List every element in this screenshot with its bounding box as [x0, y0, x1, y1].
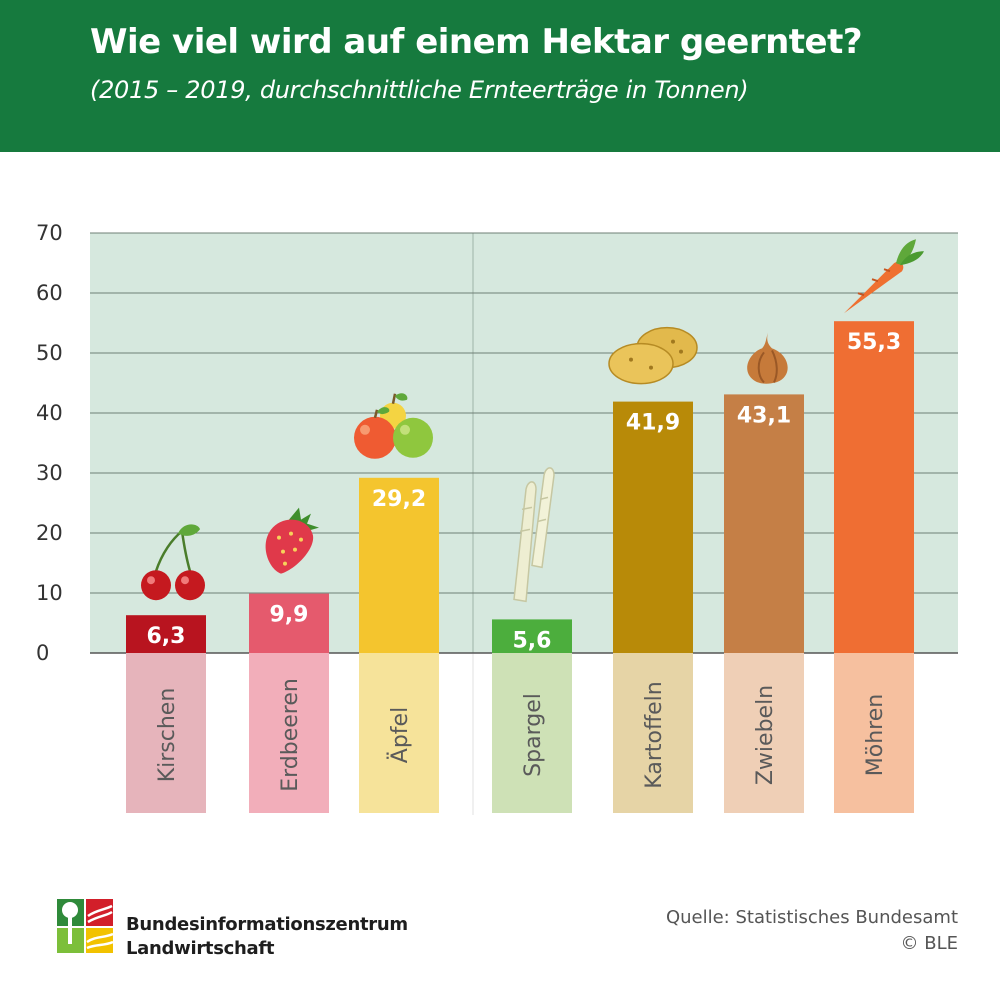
category-label-box: [492, 653, 572, 813]
y-tick-label: 30: [36, 461, 63, 485]
y-tick-label: 60: [36, 281, 63, 305]
organization-name: Bundesinformationszentrum Landwirtschaft: [126, 913, 408, 961]
data-label: 43,1: [737, 403, 791, 428]
copyright-text: © BLE: [900, 933, 958, 954]
x-tick-label: Zwiebeln: [753, 685, 778, 785]
y-tick-label: 10: [36, 581, 63, 605]
category-label-box: [126, 653, 206, 813]
data-label: 9,9: [270, 603, 309, 628]
source-text: Quelle: Statistisches Bundesamt: [665, 907, 958, 928]
x-tick-label: Kirschen: [155, 688, 180, 783]
plot-area: 0 10 20 30 40 50 60 70 6,3 Kirschen 9,9 Erdbeeren 29…: [36, 221, 958, 815]
y-tick-label: 0: [36, 641, 49, 665]
category-label-box: [359, 653, 439, 813]
y-tick-label: 20: [36, 521, 63, 545]
chart-subtitle: (2015 – 2019, durchschnittliche Ernteert…: [90, 76, 749, 104]
category-label-box: [724, 653, 804, 813]
bar-chart: 0 10 20 30 40 50 60 70 6,3 Kirschen 9,9 Erdbeeren 29…: [36, 221, 958, 815]
category-label-box: [249, 653, 329, 813]
category-label-box: [834, 653, 914, 813]
data-label: 5,6: [513, 628, 552, 653]
bar-zwiebeln: [724, 394, 804, 653]
x-tick-label: Äpfel: [387, 707, 413, 763]
bar-kartoffeln: [613, 401, 693, 653]
source-note: Quelle: Statistisches Bundesamt © BLE: [666, 905, 958, 957]
category-label-box: [613, 653, 693, 813]
data-label: 29,2: [372, 487, 426, 512]
header-banner: Wie viel wird auf einem Hektar geerntet?…: [0, 0, 1000, 152]
x-tick-label: Kartoffeln: [642, 681, 667, 788]
x-tick-label: Möhren: [863, 694, 888, 776]
y-tick-label: 70: [36, 221, 63, 245]
bar-spargel: [492, 619, 572, 653]
bar-erdbeeren: [249, 593, 329, 653]
data-label: 55,3: [847, 330, 901, 355]
bar-möhren: [834, 321, 914, 653]
data-label: 6,3: [147, 624, 186, 649]
bar-kirschen: [126, 615, 206, 653]
x-tick-label: Erdbeeren: [278, 678, 303, 792]
y-tick-label: 50: [36, 341, 63, 365]
org-line1: Bundesinformationszentrum: [126, 914, 408, 935]
data-label: 41,9: [626, 411, 680, 436]
chart-title: Wie viel wird auf einem Hektar geerntet?: [90, 22, 863, 62]
y-tick-label: 40: [36, 401, 63, 425]
org-line2: Landwirtschaft: [126, 938, 275, 959]
x-tick-label: Spargel: [521, 693, 546, 777]
bar-äpfel: [359, 477, 439, 653]
logo-icon: [56, 898, 114, 954]
